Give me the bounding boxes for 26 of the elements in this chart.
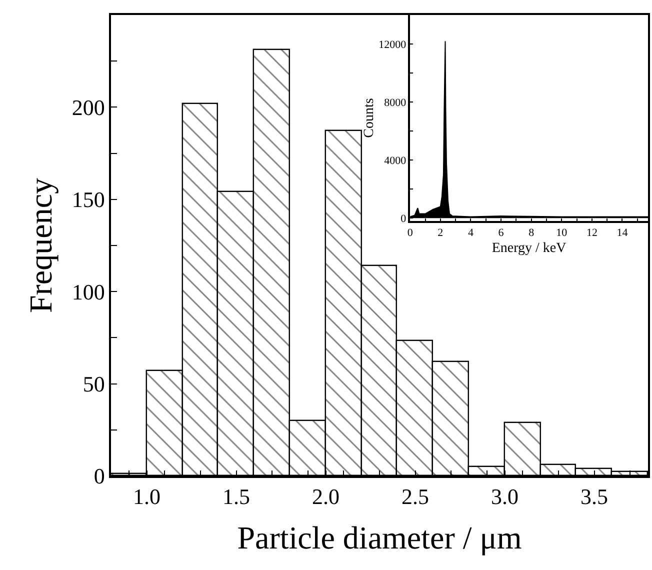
y-tick-label: 50 [82,372,105,396]
x-tick-label: 2.0 [312,484,340,510]
y-tick-label: 150 [72,187,105,212]
y-axis-title: Counts [362,98,377,138]
x-tick-label: 2 [438,227,444,240]
x-tick-label: 6 [498,227,504,240]
x-tick-label: 12 [586,227,598,240]
y-tick-label: 0 [94,464,105,489]
y-tick-label: 12000 [378,38,407,51]
x-tick-label: 10 [556,227,568,240]
y-tick-label: 200 [72,94,105,120]
x-tick-label: 1.0 [133,484,161,510]
x-axis-title: Particle diameter / μm [237,520,522,556]
x-tick-label: 3.0 [491,484,519,510]
y-tick-label: 100 [72,279,105,304]
x-tick-label: 8 [528,227,535,240]
y-tick-label: 4000 [384,154,407,167]
x-axis-title: Energy / keV [492,240,566,256]
x-tick-label: 2.5 [402,484,430,510]
y-axis-title: Frequency [22,178,59,314]
x-tick-label: 4 [468,227,474,240]
x-tick-label: 3.5 [580,484,608,510]
y-tick-label: 0 [400,213,407,226]
y-tick-label: 8000 [384,96,407,109]
x-tick-label: 1.5 [222,484,250,510]
x-tick-label: 14 [616,227,628,240]
